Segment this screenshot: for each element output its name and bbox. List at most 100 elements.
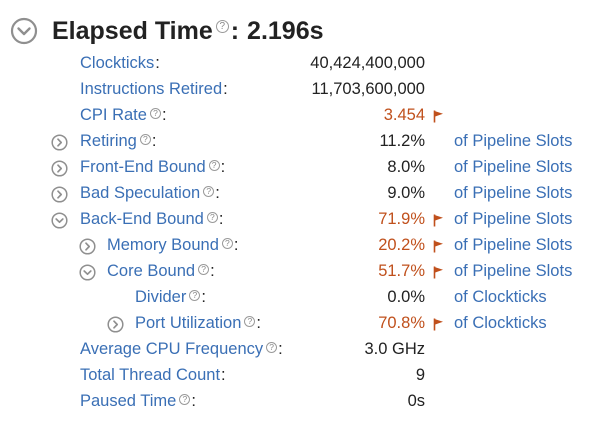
- label-colon: :: [162, 106, 167, 125]
- clockticks-label[interactable]: Clockticks: [80, 54, 154, 73]
- elapsed-time-header: Elapsed Time ? : 2.196s: [10, 14, 324, 48]
- help-icon[interactable]: ?: [216, 20, 229, 33]
- flag-icon[interactable]: [433, 213, 444, 232]
- label-colon: :: [221, 366, 226, 385]
- retiring-unit[interactable]: of Pipeline Slots: [454, 132, 572, 151]
- metric-label[interactable]: Front-End Bound?:: [80, 158, 225, 177]
- metric-label[interactable]: CPI Rate?:: [80, 106, 167, 125]
- label-colon: :: [278, 340, 283, 359]
- help-icon[interactable]: ?: [189, 290, 200, 301]
- metric-label[interactable]: Divider?:: [135, 288, 206, 307]
- help-icon[interactable]: ?: [179, 394, 190, 405]
- help-icon[interactable]: ?: [209, 160, 220, 171]
- bad-speculation-label[interactable]: Bad Speculation: [80, 184, 200, 203]
- memory-bound-unit[interactable]: of Pipeline Slots: [454, 236, 572, 255]
- label-colon: :: [256, 314, 261, 333]
- flag-icon[interactable]: [433, 109, 444, 128]
- label-colon: :: [201, 288, 206, 307]
- page-title: Elapsed Time ? : 2.196s: [52, 17, 324, 46]
- port-utilization-unit[interactable]: of Clockticks: [454, 314, 547, 333]
- port-utilization-value: 70.8%: [378, 314, 425, 333]
- front-end-bound-unit[interactable]: of Pipeline Slots: [454, 158, 572, 177]
- clockticks-value: 40,424,400,000: [310, 54, 425, 73]
- metric-row-retiring: Retiring?: 11.2% of Pipeline Slots: [0, 129, 590, 155]
- metric-label[interactable]: Back-End Bound?:: [80, 210, 223, 229]
- chevron-right-circle-icon[interactable]: [51, 134, 68, 151]
- help-icon[interactable]: ?: [222, 238, 233, 249]
- title-colon: :: [231, 17, 239, 46]
- chevron-down-circle-icon[interactable]: [79, 264, 96, 281]
- core-bound-value: 51.7%: [378, 262, 425, 281]
- chevron-right-circle-icon[interactable]: [51, 160, 68, 177]
- help-icon[interactable]: ?: [198, 264, 209, 275]
- divider-label[interactable]: Divider: [135, 288, 186, 307]
- metric-row-bad-speculation: Bad Speculation?: 9.0% of Pipeline Slots: [0, 181, 590, 207]
- chevron-right-circle-icon[interactable]: [107, 316, 124, 333]
- total-thread-count-label[interactable]: Total Thread Count: [80, 366, 220, 385]
- front-end-bound-value: 8.0%: [387, 158, 425, 177]
- metric-label[interactable]: Total Thread Count:: [80, 366, 226, 385]
- label-colon: :: [215, 184, 220, 203]
- memory-bound-label[interactable]: Memory Bound: [107, 236, 219, 255]
- flag-icon[interactable]: [433, 239, 444, 258]
- chevron-right-circle-icon[interactable]: [51, 186, 68, 203]
- elapsed-time-label: Elapsed Time: [52, 17, 213, 46]
- label-colon: :: [210, 262, 215, 281]
- label-colon: :: [152, 132, 157, 151]
- cpi-rate-label[interactable]: CPI Rate: [80, 106, 147, 125]
- help-icon[interactable]: ?: [140, 134, 151, 145]
- metric-row-front-end-bound: Front-End Bound?: 8.0% of Pipeline Slots: [0, 155, 590, 181]
- help-icon[interactable]: ?: [244, 316, 255, 327]
- label-colon: :: [221, 158, 226, 177]
- metric-row-memory-bound: Memory Bound?: 20.2% of Pipeline Slots: [0, 233, 590, 259]
- metric-row-cpi-rate: CPI Rate?: 3.454: [0, 103, 590, 129]
- bad-speculation-value: 9.0%: [387, 184, 425, 203]
- port-utilization-label[interactable]: Port Utilization: [135, 314, 241, 333]
- flag-icon[interactable]: [433, 265, 444, 284]
- metric-label[interactable]: Instructions Retired:: [80, 80, 228, 99]
- elapsed-time-value: 2.196s: [247, 17, 323, 46]
- flag-icon[interactable]: [433, 317, 444, 336]
- help-icon[interactable]: ?: [207, 212, 218, 223]
- metric-row-divider: Divider?: 0.0% of Clockticks: [0, 285, 590, 311]
- help-icon[interactable]: ?: [203, 186, 214, 197]
- metric-label[interactable]: Bad Speculation?:: [80, 184, 220, 203]
- metric-label[interactable]: Port Utilization?:: [135, 314, 261, 333]
- label-colon: :: [223, 80, 228, 99]
- front-end-bound-label[interactable]: Front-End Bound: [80, 158, 206, 177]
- metric-row-avg-cpu-frequency: Average CPU Frequency?: 3.0 GHz: [0, 337, 590, 363]
- help-icon[interactable]: ?: [150, 108, 161, 119]
- back-end-bound-value: 71.9%: [378, 210, 425, 229]
- divider-unit[interactable]: of Clockticks: [454, 288, 547, 307]
- divider-value: 0.0%: [387, 288, 425, 307]
- retiring-value: 11.2%: [379, 132, 425, 151]
- label-colon: :: [155, 54, 160, 73]
- metric-row-clockticks: Clockticks: 40,424,400,000: [0, 51, 590, 77]
- metric-row-total-thread-count: Total Thread Count: 9: [0, 363, 590, 389]
- instructions-retired-label[interactable]: Instructions Retired: [80, 80, 222, 99]
- metric-label[interactable]: Paused Time?:: [80, 392, 196, 411]
- help-icon[interactable]: ?: [266, 342, 277, 353]
- metric-label[interactable]: Core Bound?:: [107, 262, 215, 281]
- metric-label[interactable]: Retiring?:: [80, 132, 156, 151]
- back-end-bound-unit[interactable]: of Pipeline Slots: [454, 210, 572, 229]
- chevron-down-circle-icon[interactable]: [10, 17, 38, 45]
- metric-label[interactable]: Clockticks:: [80, 54, 160, 73]
- instructions-retired-value: 11,703,600,000: [312, 80, 425, 99]
- metric-label[interactable]: Memory Bound?:: [107, 236, 238, 255]
- metric-label[interactable]: Average CPU Frequency?:: [80, 340, 283, 359]
- avg-cpu-frequency-value: 3.0 GHz: [364, 340, 425, 359]
- metric-row-back-end-bound: Back-End Bound?: 71.9% of Pipeline Slots: [0, 207, 590, 233]
- retiring-label[interactable]: Retiring: [80, 132, 137, 151]
- chevron-right-circle-icon[interactable]: [79, 238, 96, 255]
- metric-row-core-bound: Core Bound?: 51.7% of Pipeline Slots: [0, 259, 590, 285]
- core-bound-label[interactable]: Core Bound: [107, 262, 195, 281]
- paused-time-value: 0s: [408, 392, 425, 411]
- avg-cpu-frequency-label[interactable]: Average CPU Frequency: [80, 340, 263, 359]
- core-bound-unit[interactable]: of Pipeline Slots: [454, 262, 572, 281]
- label-colon: :: [219, 210, 224, 229]
- back-end-bound-label[interactable]: Back-End Bound: [80, 210, 204, 229]
- chevron-down-circle-icon[interactable]: [51, 212, 68, 229]
- bad-speculation-unit[interactable]: of Pipeline Slots: [454, 184, 572, 203]
- paused-time-label[interactable]: Paused Time: [80, 392, 176, 411]
